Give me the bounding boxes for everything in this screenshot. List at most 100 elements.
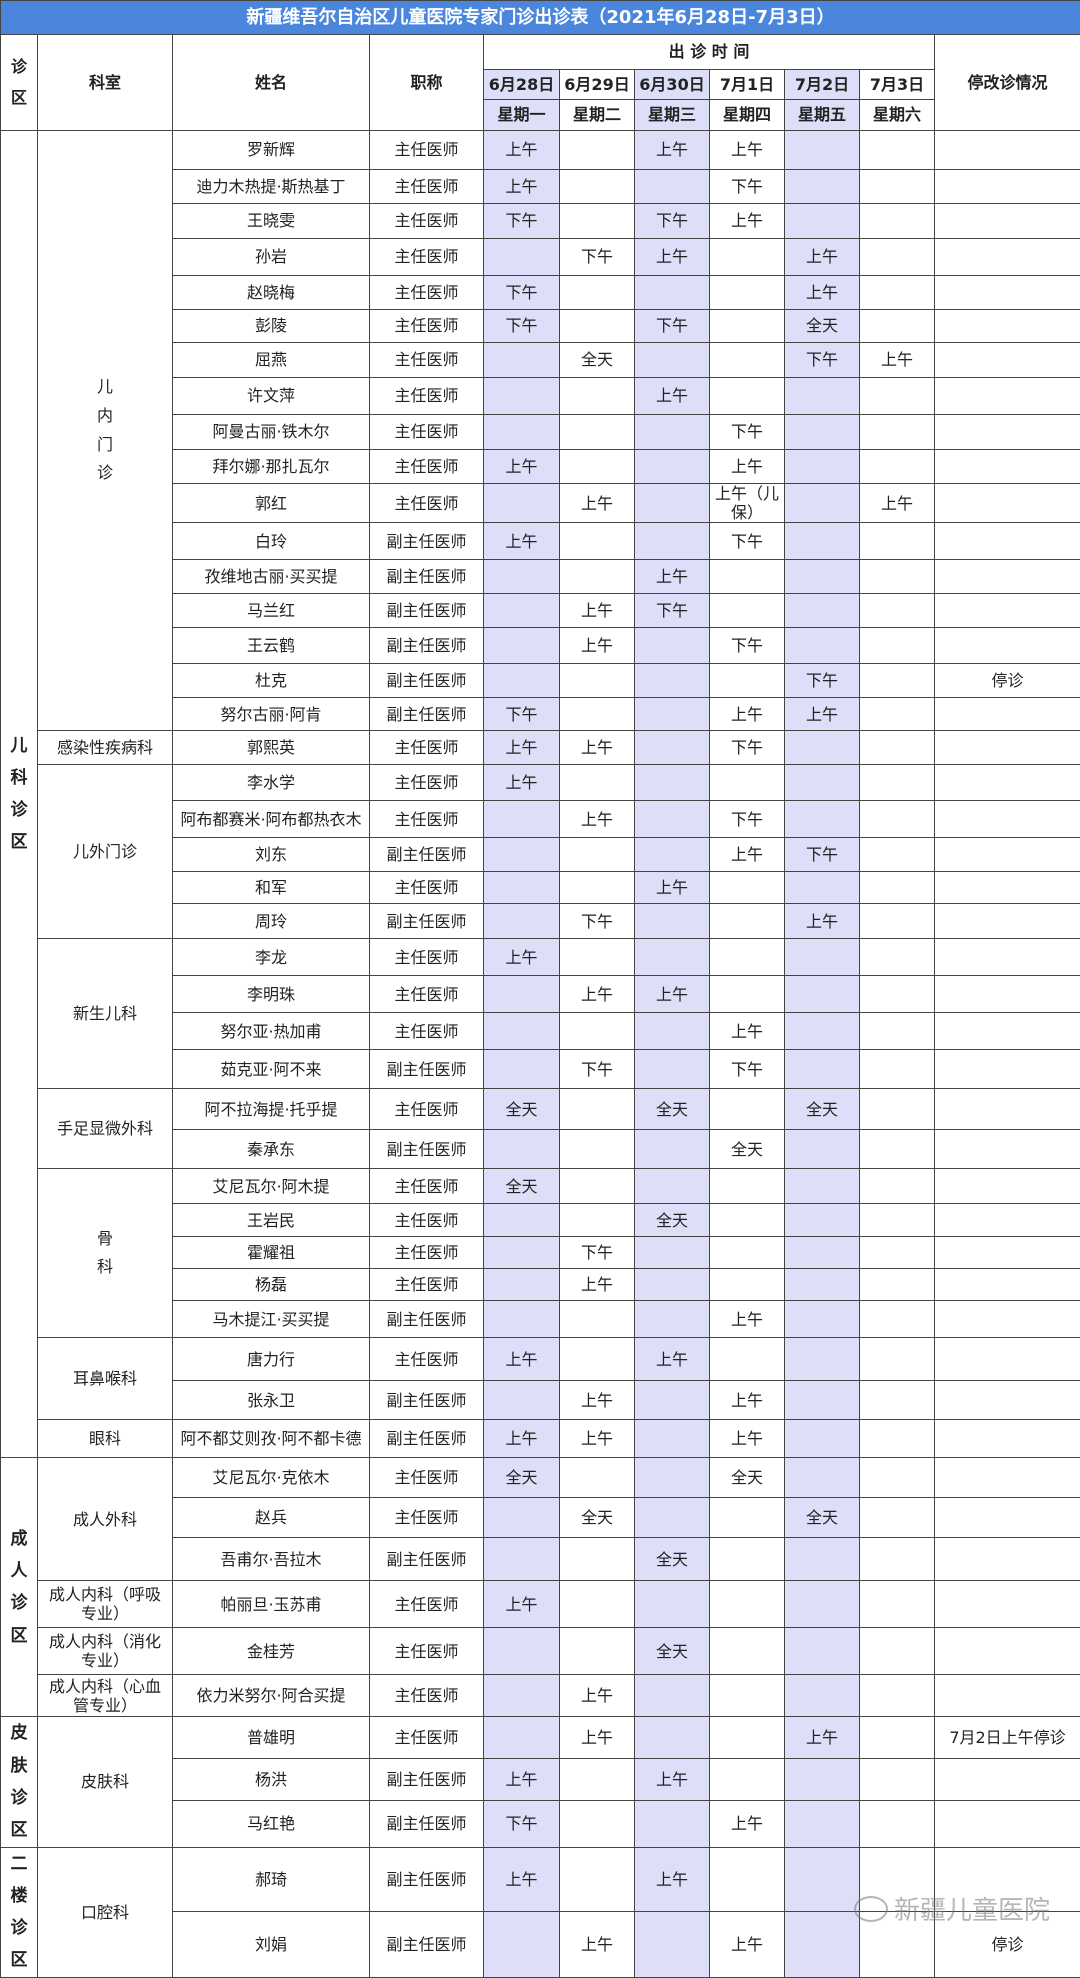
schedule-cell: 上午 — [710, 1301, 785, 1338]
schedule-cell — [860, 1013, 935, 1050]
dept-label: 儿外门诊 — [38, 842, 172, 861]
doctor-name: 罗新辉 — [173, 131, 370, 170]
schedule-cell — [560, 1628, 635, 1675]
schedule-cell — [484, 343, 560, 378]
schedule-cell — [484, 628, 560, 664]
schedule-cell — [710, 1675, 785, 1717]
schedule-cell — [860, 1538, 935, 1581]
schedule-cell: 下午 — [785, 838, 860, 872]
dept-label: 口腔科 — [38, 1903, 172, 1922]
schedule-cell — [785, 131, 860, 170]
schedule-cell — [785, 1458, 860, 1498]
header-weekday: 星期六 — [860, 100, 935, 131]
schedule-cell — [710, 1538, 785, 1581]
schedule-cell — [785, 801, 860, 838]
dept-label: 耳鼻喉科 — [38, 1369, 172, 1388]
doctor-title: 主任医师 — [370, 1013, 484, 1050]
schedule-cell: 下午 — [710, 1050, 785, 1089]
doctor-title: 主任医师 — [370, 131, 484, 170]
schedule-cell — [785, 765, 860, 801]
doctor-name: 王云鹤 — [173, 628, 370, 664]
schedule-cell: 上午 — [635, 131, 710, 170]
schedule-cell — [635, 484, 710, 523]
dept-label: 皮肤科 — [38, 1772, 172, 1791]
schedule-cell — [710, 239, 785, 276]
doctor-name: 李龙 — [173, 939, 370, 976]
schedule-cell: 上午 — [635, 1338, 710, 1381]
header-name: 姓名 — [173, 35, 370, 131]
schedule-cell — [860, 976, 935, 1013]
schedule-cell — [710, 765, 785, 801]
schedule-cell — [860, 801, 935, 838]
doctor-name: 唐力行 — [173, 1338, 370, 1381]
dept-label: 新生儿科 — [38, 1004, 172, 1023]
schedule-cell: 上午 — [484, 731, 560, 765]
doctor-name: 阿曼古丽·铁木尔 — [173, 415, 370, 450]
schedule-cell — [635, 450, 710, 484]
schedule-cell — [860, 131, 935, 170]
schedule-cell: 下午 — [560, 1050, 635, 1089]
schedule-cell: 上午 — [710, 1911, 785, 1977]
doctor-title: 主任医师 — [370, 1169, 484, 1204]
note-cell — [935, 838, 1080, 872]
schedule-cell — [710, 664, 785, 698]
schedule-cell — [635, 664, 710, 698]
schedule-cell: 上午 — [560, 1717, 635, 1758]
schedule-cell — [710, 872, 785, 904]
schedule-cell — [560, 765, 635, 801]
schedule-cell: 全天 — [785, 1089, 860, 1130]
schedule-cell — [560, 939, 635, 976]
schedule-cell — [785, 976, 860, 1013]
table-row: 成人内科（呼吸专业）帕丽旦·玉苏甫主任医师上午 — [1, 1581, 1080, 1628]
schedule-cell — [560, 872, 635, 904]
dept-cell: 耳鼻喉科 — [38, 1338, 173, 1420]
schedule-cell — [484, 904, 560, 939]
zone-label: 儿科诊区 — [11, 730, 28, 859]
dept-label: 眼科 — [38, 1429, 172, 1448]
schedule-cell — [635, 838, 710, 872]
doctor-name: 郝琦 — [173, 1847, 370, 1911]
doctor-title: 主任医师 — [370, 1717, 484, 1758]
schedule-cell: 上午 — [484, 1581, 560, 1628]
schedule-cell: 下午 — [484, 1800, 560, 1847]
schedule-cell — [785, 1338, 860, 1381]
doctor-title: 副主任医师 — [370, 1381, 484, 1420]
note-cell — [935, 1204, 1080, 1237]
schedule-cell: 全天 — [635, 1538, 710, 1581]
doctor-title: 主任医师 — [370, 1581, 484, 1628]
schedule-cell — [860, 239, 935, 276]
schedule-cell — [484, 1269, 560, 1301]
note-cell — [935, 1581, 1080, 1628]
schedule-cell — [635, 1381, 710, 1420]
schedule-cell — [560, 664, 635, 698]
schedule-cell — [785, 939, 860, 976]
note-cell — [935, 1338, 1080, 1381]
note-cell — [935, 1013, 1080, 1050]
schedule-cell: 上午 — [484, 1847, 560, 1911]
doctor-name: 周玲 — [173, 904, 370, 939]
schedule-cell — [635, 765, 710, 801]
schedule-cell — [484, 1717, 560, 1758]
zone-cell: 二楼诊区 — [1, 1847, 38, 1977]
table-row: 儿科诊区儿内门诊罗新辉主任医师上午上午上午 — [1, 131, 1080, 170]
doctor-name: 艾尼瓦尔·克依木 — [173, 1458, 370, 1498]
schedule-cell — [860, 450, 935, 484]
schedule-cell — [484, 1130, 560, 1169]
doctor-title: 副主任医师 — [370, 523, 484, 560]
schedule-cell: 上午 — [710, 838, 785, 872]
schedule-cell — [484, 1301, 560, 1338]
doctor-title: 副主任医师 — [370, 1050, 484, 1089]
schedule-cell — [785, 1204, 860, 1237]
schedule-cell: 上午 — [635, 872, 710, 904]
doctor-name: 屈燕 — [173, 343, 370, 378]
schedule-cell: 上午 — [710, 1420, 785, 1458]
note-cell — [935, 450, 1080, 484]
schedule-cell — [785, 170, 860, 204]
doctor-title: 主任医师 — [370, 239, 484, 276]
schedule-cell: 上午 — [560, 628, 635, 664]
note-cell — [935, 131, 1080, 170]
schedule-cell: 上午 — [635, 378, 710, 415]
schedule-cell: 上午 — [785, 239, 860, 276]
schedule-cell: 上午 — [710, 1381, 785, 1420]
header-visit-time: 出 诊 时 间 — [484, 35, 935, 70]
